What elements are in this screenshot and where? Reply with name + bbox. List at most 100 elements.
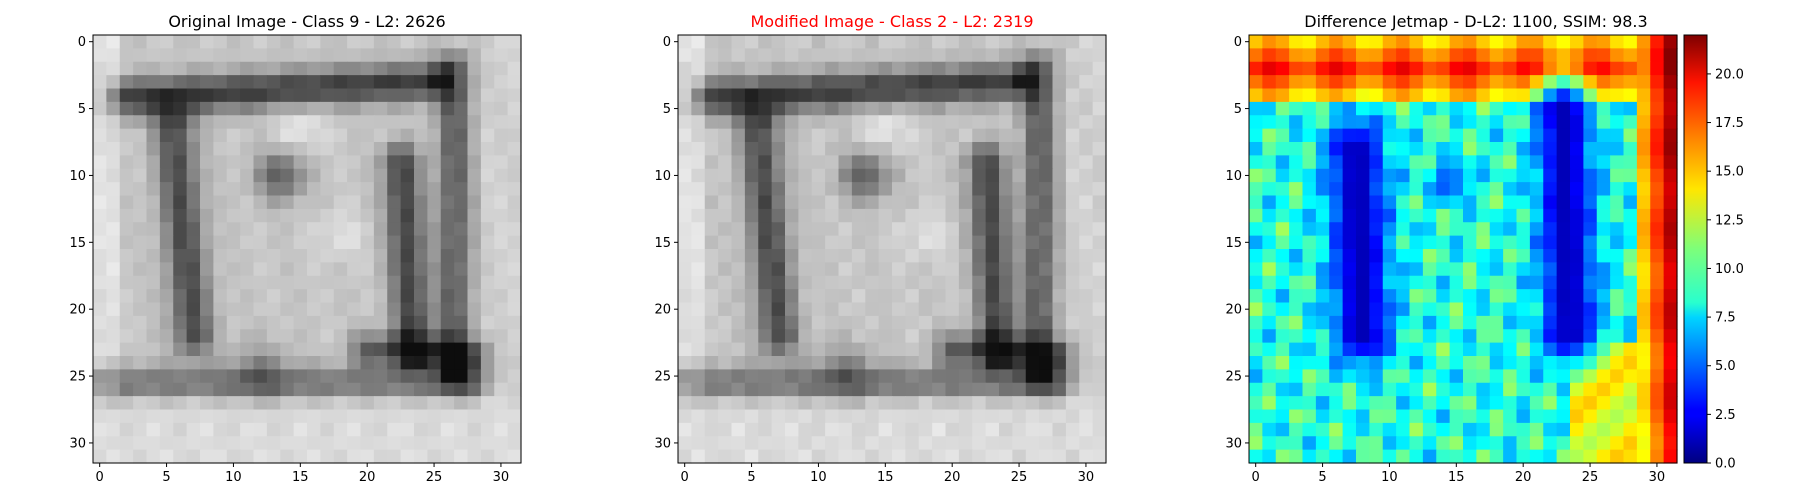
pixel-cell xyxy=(213,436,228,451)
pixel-cell xyxy=(1570,128,1584,143)
pixel-cell xyxy=(892,142,906,156)
pixel-cell xyxy=(226,48,241,63)
pixel-cell xyxy=(440,35,455,49)
pixel-cell xyxy=(1543,208,1558,223)
pixel-cell xyxy=(507,182,522,197)
pixel-cell xyxy=(1315,222,1330,237)
pixel-cell xyxy=(1396,262,1411,277)
pixel-cell xyxy=(1079,75,1094,90)
pixel-cell xyxy=(972,115,987,130)
pixel-cell xyxy=(1025,382,1040,397)
pixel-cell xyxy=(347,449,362,464)
pixel-cell xyxy=(1436,195,1451,210)
pixel-cell xyxy=(307,88,321,103)
pixel-cell xyxy=(771,222,786,237)
pixel-cell xyxy=(1409,382,1424,397)
pixel-cell xyxy=(240,275,255,290)
pixel-cell xyxy=(1289,48,1304,63)
pixel-cell xyxy=(1262,115,1277,130)
pixel-cell xyxy=(892,369,906,384)
pixel-cell xyxy=(320,35,335,49)
pixel-cell xyxy=(851,436,866,451)
pixel-cell xyxy=(1583,75,1598,90)
pixel-cell xyxy=(1516,75,1531,90)
pixel-cell xyxy=(200,195,214,210)
pixel-cell xyxy=(93,128,107,143)
pixel-cell xyxy=(93,369,107,384)
pixel-cell xyxy=(825,88,840,103)
pixel-cell xyxy=(387,48,402,63)
pixel-cell xyxy=(1065,101,1080,116)
pixel-cell xyxy=(918,382,933,397)
pixel-cell xyxy=(758,329,773,344)
pixel-cell xyxy=(1650,235,1665,250)
pixel-cell xyxy=(280,409,295,424)
pixel-cell xyxy=(1012,128,1027,143)
pixel-cell xyxy=(1436,396,1451,411)
pixel-cell xyxy=(253,302,268,317)
pixel-cell xyxy=(1436,155,1451,170)
pixel-cell xyxy=(159,208,174,223)
pixel-cell xyxy=(945,155,960,170)
pixel-cell xyxy=(1249,61,1263,76)
pixel-cell xyxy=(1650,142,1665,156)
pixel-cell xyxy=(1342,115,1357,130)
pixel-cell xyxy=(226,208,241,223)
pixel-cell xyxy=(373,289,388,304)
pixel-cell xyxy=(918,436,933,451)
pixel-cell xyxy=(427,315,442,330)
pixel-cell xyxy=(1503,35,1518,49)
pixel-cell xyxy=(333,262,348,277)
pixel-cell xyxy=(1342,409,1357,424)
pixel-cell xyxy=(1663,396,1678,411)
pixel-cell xyxy=(1636,155,1651,170)
pixel-cell xyxy=(360,142,375,156)
pixel-cell xyxy=(307,275,321,290)
pixel-cell xyxy=(320,262,335,277)
pixel-cell xyxy=(811,222,826,237)
pixel-cell xyxy=(1529,101,1544,116)
pixel-cell xyxy=(1012,182,1027,197)
pixel-cell xyxy=(387,208,402,223)
pixel-cell xyxy=(838,369,853,384)
pixel-cell xyxy=(1636,48,1651,63)
pixel-cell xyxy=(771,208,786,223)
pixel-cell xyxy=(744,195,759,210)
pixel-cell xyxy=(133,35,148,49)
pixel-cell xyxy=(414,396,428,411)
pixel-cell xyxy=(1039,75,1054,90)
pixel-cell xyxy=(1422,409,1437,424)
pixel-cell xyxy=(838,382,853,397)
pixel-cell xyxy=(1422,262,1437,277)
pixel-cell xyxy=(266,422,281,437)
pixel-cell xyxy=(731,422,746,437)
pixel-cell xyxy=(1489,61,1504,76)
pixel-cell xyxy=(173,208,188,223)
pixel-cell xyxy=(333,168,348,183)
pixel-cell xyxy=(427,449,442,464)
pixel-cell xyxy=(333,195,348,210)
pixel-cell xyxy=(1315,61,1330,76)
pixel-cell xyxy=(213,315,228,330)
pixel-cell xyxy=(865,249,880,263)
pixel-cell xyxy=(1315,289,1330,304)
pixel-cell xyxy=(811,61,826,76)
pixel-cell xyxy=(945,342,960,357)
pixel-cell xyxy=(718,155,733,170)
pixel-cell xyxy=(1012,329,1027,344)
pixel-cell xyxy=(400,61,415,76)
pixel-cell xyxy=(1092,436,1107,451)
pixel-cell xyxy=(1623,275,1638,290)
pixel-cell xyxy=(1315,409,1330,424)
pixel-cell xyxy=(347,382,362,397)
pixel-cell xyxy=(851,61,866,76)
original-image-panel: Original Image - Class 9 - L2: 2626 0 5 10… xyxy=(69,12,522,485)
pixel-cell xyxy=(226,369,241,384)
pixel-cell xyxy=(119,289,134,304)
pixel-cell xyxy=(1422,101,1437,116)
pixel-cell xyxy=(1596,382,1611,397)
pixel-cell xyxy=(825,289,840,304)
pixel-cell xyxy=(1039,182,1054,197)
pixel-cell xyxy=(146,342,161,357)
pixel-cell xyxy=(226,422,241,437)
